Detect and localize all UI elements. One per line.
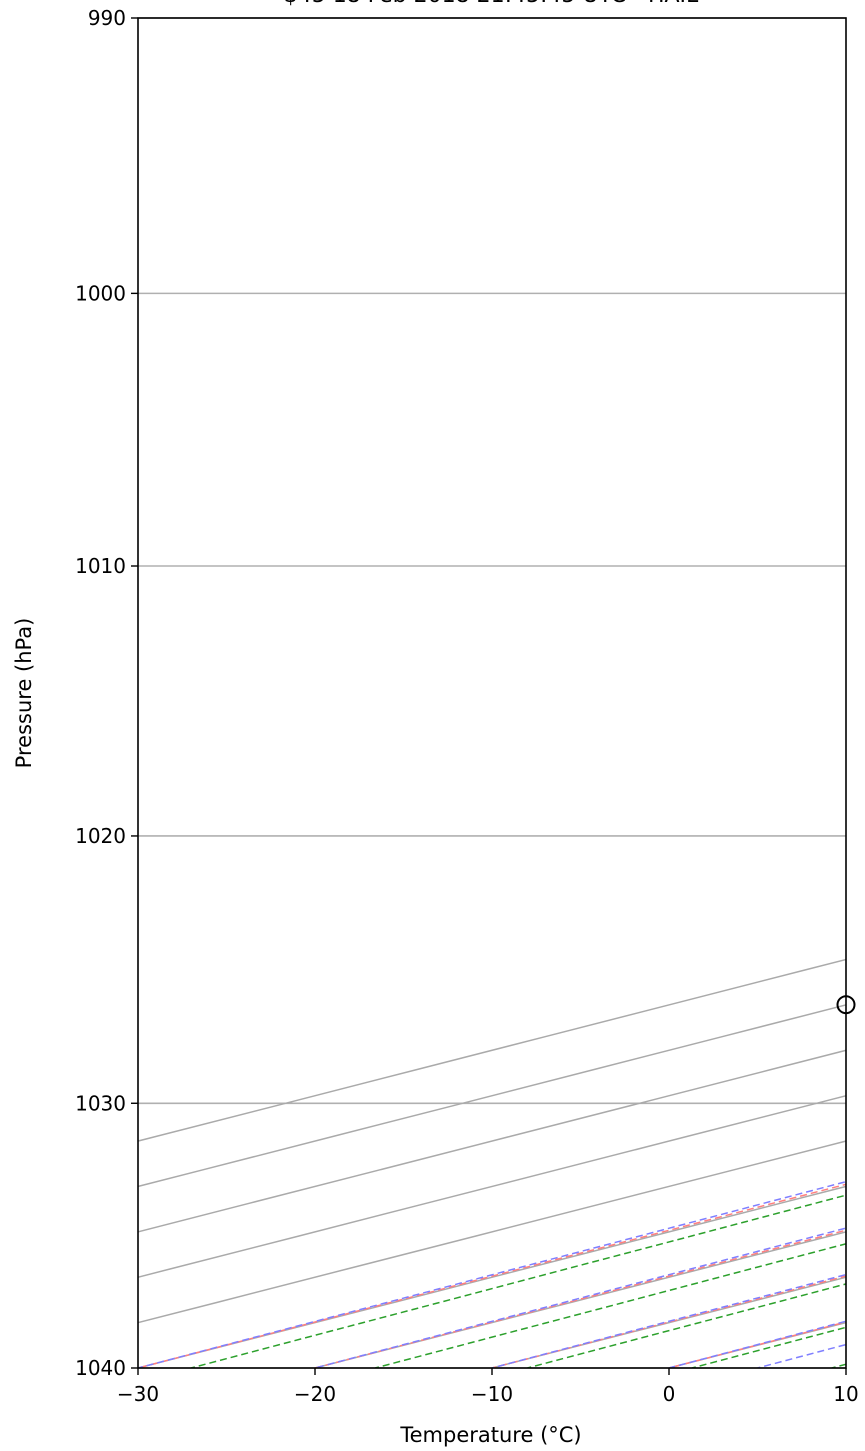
isotherm-line <box>138 1185 846 1368</box>
x-tick-label: −10 <box>471 1382 513 1406</box>
isotherm-line <box>138 1140 846 1324</box>
isotherm-line <box>491 1276 846 1368</box>
plot-frame <box>137 17 847 1369</box>
y-axis-ticks: 990 1000 1010 1020 1030 1040 <box>75 6 138 1380</box>
dry-adiabat-line <box>668 1321 846 1368</box>
y-tick-label: 1030 <box>75 1091 126 1115</box>
mixing-ratio-line <box>375 1243 846 1368</box>
x-tick-label: 10 <box>833 1382 858 1406</box>
chart-title: $45 18 Feb 2018 21:45:45 UTC - HAIL <box>284 0 699 8</box>
reference-lines <box>138 958 846 1368</box>
dry-adiabat-line <box>138 1183 846 1368</box>
mixing-ratio-line <box>527 1283 846 1368</box>
moist-adiabat-line <box>138 1180 846 1368</box>
isobar-gridlines <box>138 17 846 1369</box>
isotherm-line <box>668 1321 846 1368</box>
dry-adiabat-line <box>845 1367 846 1368</box>
isotherm-line <box>138 958 846 1142</box>
y-tick-label: 990 <box>88 6 126 30</box>
y-tick-label: 1020 <box>75 824 126 848</box>
x-tick-label: −30 <box>117 1382 159 1406</box>
isotherm-line <box>138 1094 846 1278</box>
mixing-ratio-line <box>691 1326 846 1368</box>
y-tick-label: 1010 <box>75 554 126 578</box>
x-axis-ticks: −30 −20 −10 0 10 <box>117 1368 859 1406</box>
moist-adiabat-line <box>491 1273 846 1368</box>
isotherm-line <box>138 1004 846 1188</box>
moist-adiabat-line <box>845 1367 846 1368</box>
y-tick-label: 1040 <box>75 1356 126 1380</box>
mixing-ratio-line <box>190 1194 846 1368</box>
y-tick-label: 1000 <box>75 281 126 305</box>
moist-adiabat-line <box>757 1343 846 1368</box>
isotherm-line <box>845 1367 846 1368</box>
x-tick-label: −20 <box>294 1382 336 1406</box>
x-axis-label: Temperature (°C) <box>399 1423 581 1447</box>
x-tick-label: 0 <box>663 1382 676 1406</box>
isotherm-line <box>138 1049 846 1233</box>
markers <box>836 995 856 1015</box>
moist-adiabat-line <box>668 1320 846 1368</box>
y-axis-label: Pressure (hPa) <box>12 618 36 769</box>
dry-adiabat-line <box>491 1275 846 1368</box>
mixing-ratio-line <box>831 1363 846 1368</box>
